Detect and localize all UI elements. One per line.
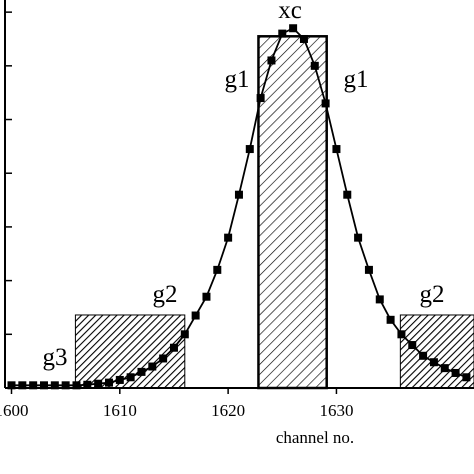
data-point [224, 233, 233, 242]
data-point [234, 190, 243, 199]
data-point [83, 380, 92, 389]
data-point [50, 381, 59, 390]
data-point [29, 381, 38, 390]
data-point [332, 145, 341, 154]
x-tick-label: 1630 [319, 401, 353, 420]
data-point [321, 99, 330, 108]
data-point [115, 375, 124, 384]
annotation: g2 [153, 281, 178, 308]
data-point [429, 358, 438, 367]
data-point [137, 367, 146, 376]
data-point [299, 34, 308, 43]
data-point [94, 379, 103, 388]
data-point [354, 233, 363, 242]
annotation: xc [278, 0, 302, 24]
data-point [462, 373, 471, 382]
data-point [386, 315, 395, 324]
data-point [202, 292, 211, 301]
data-point [310, 61, 319, 70]
data-point [148, 362, 157, 371]
data-point [104, 378, 113, 387]
data-point [267, 56, 276, 65]
data-point [180, 330, 189, 339]
annotation: g1 [344, 66, 369, 93]
annotation: g1 [225, 66, 250, 93]
data-point [397, 330, 406, 339]
x-tick-label: 1620 [211, 401, 245, 420]
data-point [451, 368, 460, 377]
data-point [39, 381, 48, 390]
data-point [375, 295, 384, 304]
annotation: g2 [420, 281, 445, 308]
data-point [278, 29, 287, 38]
data-point [191, 311, 200, 320]
annotation: g3 [43, 344, 68, 371]
data-point [7, 381, 16, 390]
x-tick-label: 1600 [0, 401, 28, 420]
data-point [419, 351, 428, 360]
data-point [18, 381, 27, 390]
data-point [169, 343, 178, 352]
data-point [256, 94, 265, 103]
data-point [245, 145, 254, 154]
data-point [364, 265, 373, 274]
data-point [159, 354, 168, 363]
data-point [440, 364, 449, 373]
data-point [213, 265, 222, 274]
data-point [72, 381, 81, 390]
x-axis-label: channel no. [276, 428, 354, 447]
x-tick-label: 1610 [103, 401, 137, 420]
data-point [61, 381, 70, 390]
data-point [289, 24, 298, 33]
hatched-region [257, 35, 328, 390]
data-point [126, 373, 135, 382]
data-point [408, 341, 417, 350]
data-point [343, 190, 352, 199]
